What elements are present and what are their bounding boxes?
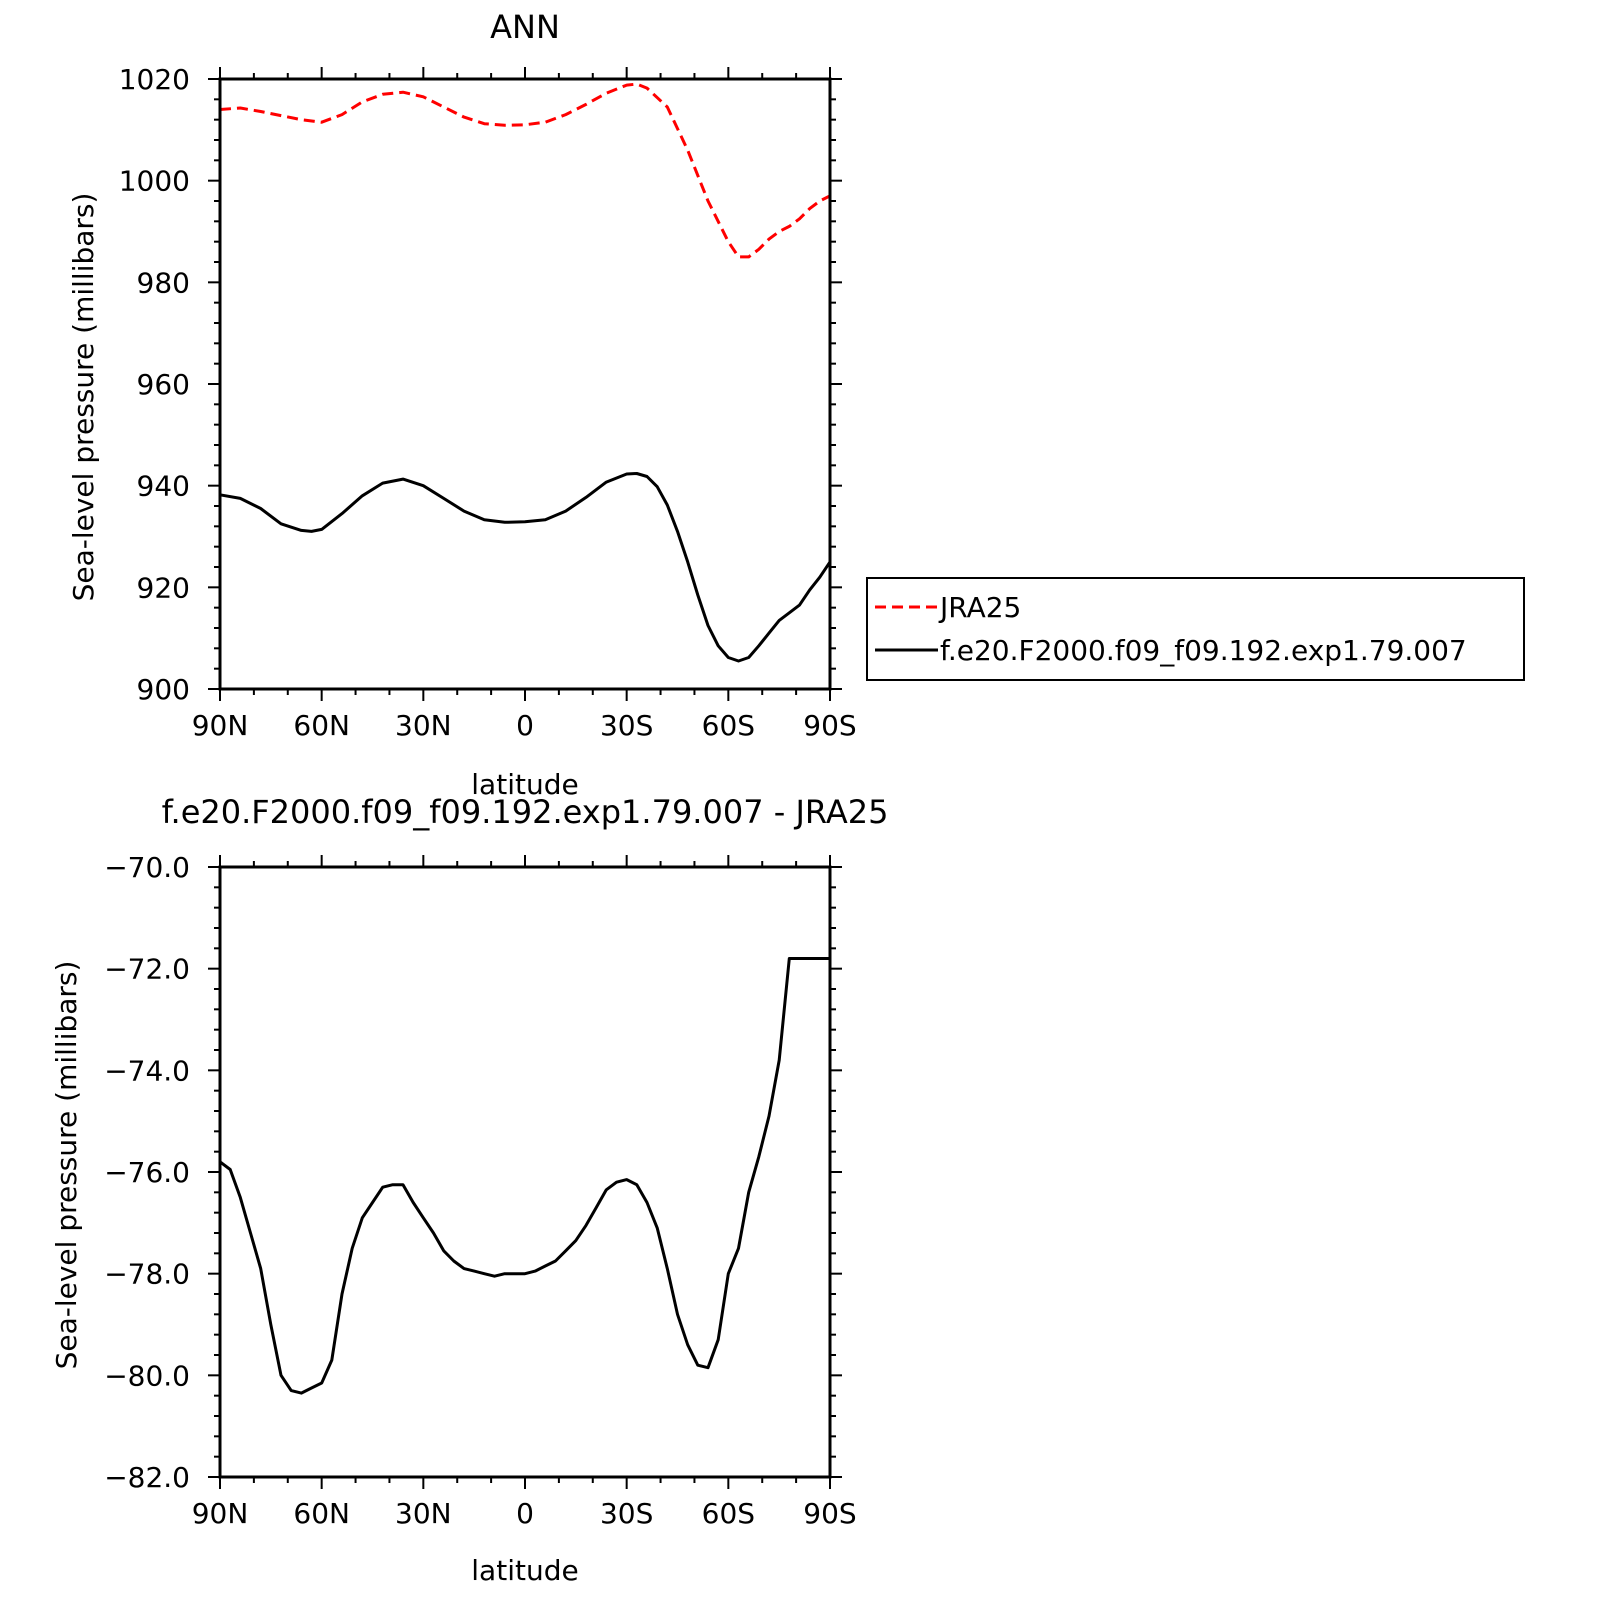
bottom-x-tick-label: 0: [516, 1497, 534, 1530]
top-y-axis-label-group: Sea-level pressure (millibars): [67, 193, 100, 602]
top-x-tick-labels: 90N 60N 30N 0 30S 60S 90S: [192, 709, 857, 742]
bottom-x-tick-label: 30S: [600, 1497, 653, 1530]
top-x-tick-label: 60N: [293, 709, 350, 742]
top-x-tick-label: 90N: [192, 709, 249, 742]
top-y-tick-label: 980: [137, 266, 190, 299]
bottom-y-axis-label: Sea-level pressure (millibars): [50, 961, 83, 1370]
legend: JRA25 f.e20.F2000.f09_f09.192.exp1.79.00…: [866, 577, 1525, 681]
bottom-x-tick-label: 90N: [192, 1497, 249, 1530]
top-series-lines: [219, 82, 832, 663]
top-y-tick-label: 1000: [119, 165, 190, 198]
bottom-y-tick-label: −78.0: [104, 1258, 190, 1291]
bottom-chart-title: f.e20.F2000.f09_f09.192.exp1.79.007 - JR…: [162, 793, 889, 831]
top-x-tick-label: 30S: [600, 709, 653, 742]
top-y-tick-label: 920: [137, 571, 190, 604]
top-series-line-1: [219, 472, 832, 663]
panel-top: ANN Sea-level pressure (millibars) latit…: [67, 8, 1525, 801]
bottom-y-axis-label-group: Sea-level pressure (millibars): [50, 961, 83, 1370]
bottom-series-line-0: [219, 957, 830, 1395]
bottom-y-tick-labels: −82.0 −80.0 −78.0 −76.0 −74.0 −72.0 −70.0: [104, 851, 190, 1494]
panel-bottom: f.e20.F2000.f09_f09.192.exp1.79.007 - JR…: [50, 793, 888, 1587]
bottom-ticks: [208, 855, 842, 1489]
top-y-tick-label: 940: [137, 470, 190, 503]
top-y-tick-labels: 900 920 940 960 980 1000 1020: [119, 63, 190, 706]
legend-label-model: f.e20.F2000.f09_f09.192.exp1.79.007: [940, 634, 1467, 667]
legend-label-jra25: JRA25: [938, 591, 1021, 624]
bottom-x-tick-label: 90S: [803, 1497, 856, 1530]
top-y-tick-label: 960: [137, 368, 190, 401]
top-plot-frame: [218, 77, 832, 691]
top-ticks: [208, 67, 842, 701]
top-x-tick-label: 60S: [702, 709, 755, 742]
bottom-y-tick-label: −70.0: [104, 851, 190, 884]
bottom-plot-frame: [218, 865, 832, 1479]
top-chart-title: ANN: [490, 8, 560, 46]
top-x-axis-label: latitude: [471, 768, 578, 801]
legend-box: [866, 577, 1525, 681]
bottom-y-tick-label: −72.0: [104, 953, 190, 986]
top-series-line-0: [219, 82, 831, 259]
bottom-y-tick-label: −76.0: [104, 1156, 190, 1189]
bottom-series-lines: [219, 957, 830, 1395]
top-x-tick-label: 90S: [803, 709, 856, 742]
bottom-y-tick-label: −80.0: [104, 1359, 190, 1392]
top-y-axis-label: Sea-level pressure (millibars): [67, 193, 100, 602]
bottom-x-tick-label: 60S: [702, 1497, 755, 1530]
bottom-x-axis-label: latitude: [471, 1554, 578, 1587]
bottom-x-tick-labels: 90N 60N 30N 0 30S 60S 90S: [192, 1497, 857, 1530]
bottom-x-tick-label: 60N: [293, 1497, 350, 1530]
bottom-x-tick-label: 30N: [395, 1497, 452, 1530]
top-x-tick-label: 30N: [395, 709, 452, 742]
top-y-tick-label: 900: [137, 673, 190, 706]
bottom-y-tick-label: −74.0: [104, 1054, 190, 1087]
top-x-tick-label: 0: [516, 709, 534, 742]
top-y-tick-label: 1020: [119, 63, 190, 96]
bottom-y-tick-label: −82.0: [104, 1461, 190, 1494]
